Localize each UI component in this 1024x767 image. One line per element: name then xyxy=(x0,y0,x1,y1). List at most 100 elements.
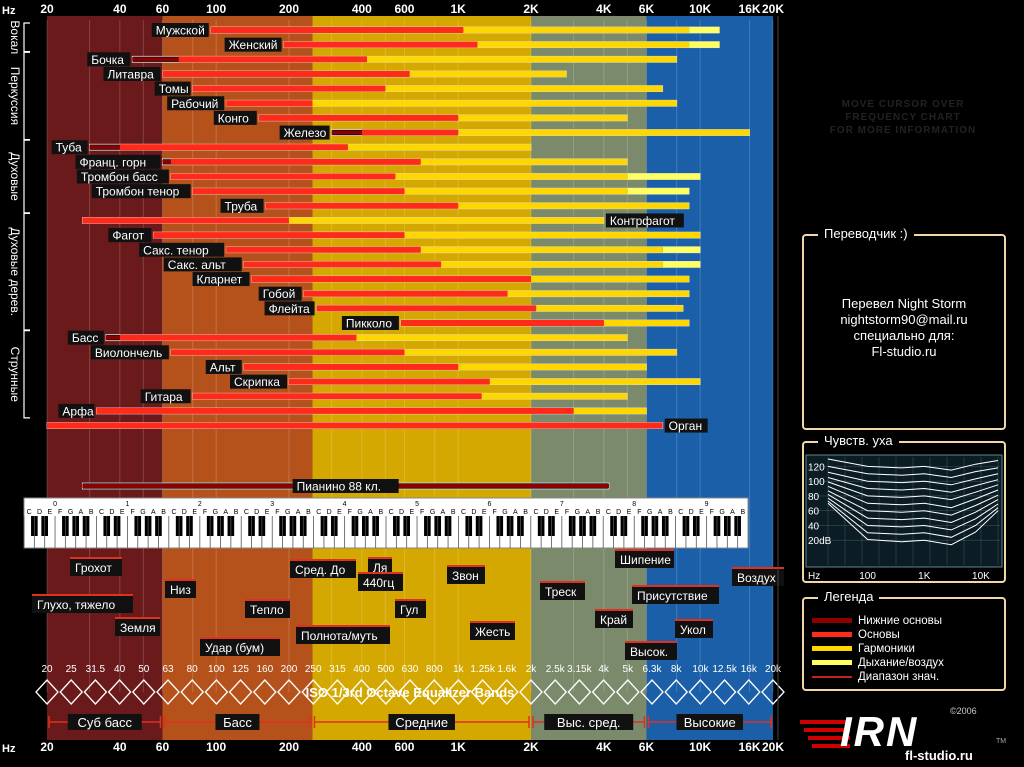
piano-note-letter: G xyxy=(140,509,145,516)
piano-note-letter: E xyxy=(627,509,632,516)
instrument-label: Томы xyxy=(159,82,189,96)
eq-band-diamond xyxy=(519,679,543,705)
descriptor-label-bg xyxy=(595,611,633,628)
harmonics-bar xyxy=(404,232,701,239)
instrument-label-bg xyxy=(292,479,399,493)
eq-band-label: 400 xyxy=(353,664,370,675)
eq-band-label: 100 xyxy=(208,664,225,675)
descriptor-label: Полнота/муть xyxy=(301,629,378,643)
descriptor-label-bg xyxy=(290,561,356,578)
harmonics-bar xyxy=(385,85,663,92)
piano-octave-label: 2 xyxy=(198,501,202,508)
ear-curve xyxy=(827,502,999,546)
region-label-bg xyxy=(215,714,260,730)
descriptor-label-bg xyxy=(165,581,196,598)
piano-note-letter: D xyxy=(254,509,259,516)
piano-note-letter: E xyxy=(265,509,270,516)
eq-band-label: 63 xyxy=(162,664,174,675)
fundamental-bar xyxy=(178,56,367,63)
harmonics-bar xyxy=(458,363,647,370)
harmonics-bar xyxy=(507,290,690,297)
fundamental-bar xyxy=(96,407,574,414)
piano-note-letter: B xyxy=(451,509,456,516)
instrument-label-bg xyxy=(664,418,708,433)
ear-x-tick: 1K xyxy=(918,571,931,582)
piano-note-letter: D xyxy=(616,509,621,516)
piano-note-letter: D xyxy=(689,509,694,516)
instrument-label-bg xyxy=(139,242,225,257)
x-tick-label-bottom: 100 xyxy=(206,740,226,754)
harmonics-bar xyxy=(489,378,701,385)
eq-band-label: 20k xyxy=(765,664,782,675)
piano-note-letter: C xyxy=(99,509,104,516)
fundamental-bar xyxy=(153,232,405,239)
fundamental-bar xyxy=(47,422,663,429)
piano-note-letter: D xyxy=(182,509,187,516)
air-bar xyxy=(689,41,720,48)
piano-octave-label: 9 xyxy=(705,501,709,508)
piano-note-letter: C xyxy=(606,509,611,516)
instrument-label: Туба xyxy=(56,141,82,155)
piano-note-letter: C xyxy=(389,509,394,516)
group-label: Духовые дерев. xyxy=(8,227,22,316)
piano-note-letter: G xyxy=(213,509,218,516)
air-bar xyxy=(662,261,701,268)
fundamental-bar xyxy=(283,41,478,48)
eq-band-label: 16k xyxy=(741,664,758,675)
group-bracket xyxy=(23,139,30,214)
descriptor-label: Жесть xyxy=(475,625,510,639)
fundamental-bar xyxy=(400,320,604,326)
x-tick-label-top: 4K xyxy=(596,2,612,16)
fundamental-bar xyxy=(210,27,464,33)
harmonics-bar xyxy=(573,407,647,414)
descriptor-label: Тепло xyxy=(250,603,284,617)
piano-note-letter: E xyxy=(410,509,415,516)
site-watermark: fl-studio.ru xyxy=(905,748,973,763)
piano-note-letter: G xyxy=(430,509,435,516)
air-bar xyxy=(627,173,701,180)
harmonics-bar xyxy=(458,129,750,136)
ear-panel-title: Чувств. уха xyxy=(818,433,899,448)
translator-panel: Переводчик :) Перевел Night Storm nights… xyxy=(802,226,1006,430)
eq-band-diamond xyxy=(543,679,568,705)
harmonics-bar xyxy=(366,56,677,63)
eq-band-diamond xyxy=(349,679,374,705)
descriptor-label-bg xyxy=(358,574,403,591)
piano-note-letter: C xyxy=(316,509,321,516)
descriptor-label: Треск xyxy=(545,585,577,599)
instrument-label: Тромбон тенор xyxy=(96,185,180,199)
hint-panel[interactable]: MOVE CURSOR OVER FREQUENCY CHART FOR MOR… xyxy=(798,18,1008,220)
eq-band-diamond xyxy=(204,679,229,705)
eq-band-diamond xyxy=(761,679,785,705)
descriptor-label-bg xyxy=(470,623,515,640)
fundamental-bar xyxy=(258,114,459,121)
instrument-label-bg xyxy=(151,23,209,37)
harmonics-bar xyxy=(481,393,628,400)
harmonics-bar xyxy=(420,158,628,165)
instrument-label: Виолончель xyxy=(95,346,162,360)
piano-note-letter: A xyxy=(441,509,446,516)
hint-line: MOVE CURSOR OVER xyxy=(841,99,965,110)
instrument-label-bg xyxy=(103,66,161,81)
eq-band-diamond xyxy=(664,679,689,705)
descriptor-label: Звон xyxy=(452,569,479,583)
harmonics-bar xyxy=(356,334,628,341)
instrument-label: Контрфагот xyxy=(610,214,676,228)
piano-note-letter: C xyxy=(244,509,249,516)
descriptor-label: Высок. xyxy=(630,645,668,659)
instrument-label-bg xyxy=(76,169,169,184)
piano-note-letter: A xyxy=(585,509,590,516)
x-tick-label-top: 600 xyxy=(394,2,414,16)
air-bar xyxy=(627,188,690,195)
piano-octave-label: 4 xyxy=(343,501,347,508)
group-bracket xyxy=(23,22,30,53)
instrument-label-bg xyxy=(264,301,315,316)
fundamental-bar xyxy=(192,85,386,92)
eq-band-label: 2.5k xyxy=(546,664,566,675)
eq-band-diamond xyxy=(83,679,108,705)
group-bracket xyxy=(23,330,30,419)
legend-swatch-harm xyxy=(812,646,852,651)
piano-note-letter: E xyxy=(699,509,704,516)
x-tick-label-bottom: 40 xyxy=(113,740,127,754)
frequency-band xyxy=(531,16,647,740)
